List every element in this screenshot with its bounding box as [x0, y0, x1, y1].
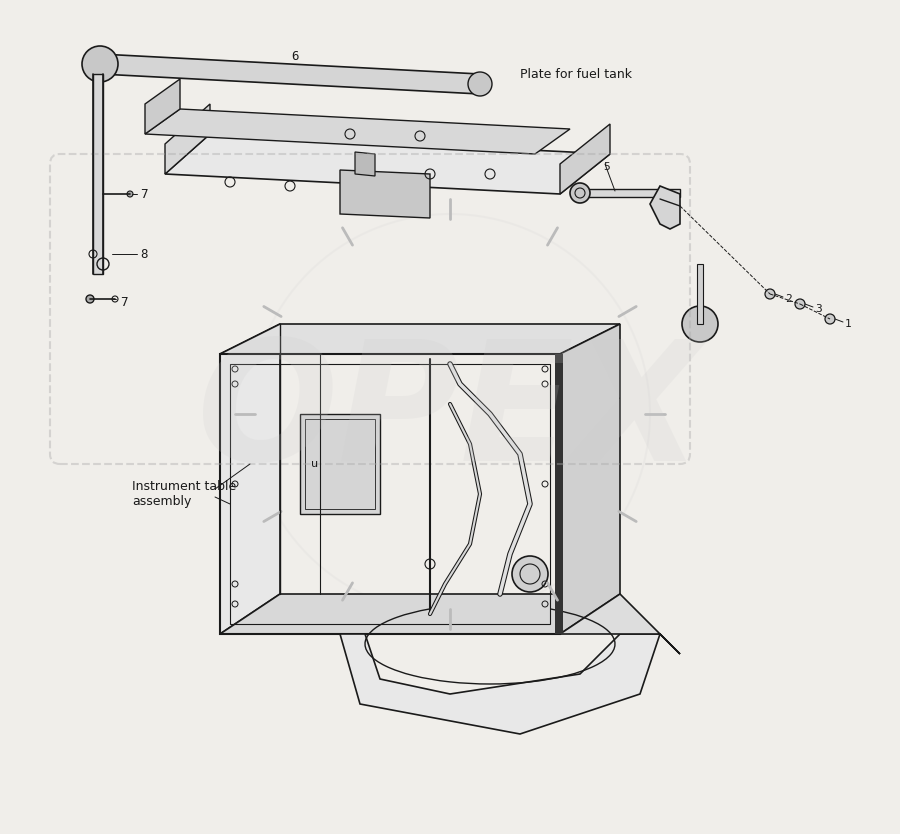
Bar — [555, 354, 563, 634]
Circle shape — [82, 46, 118, 82]
Polygon shape — [220, 324, 280, 634]
Circle shape — [795, 299, 805, 309]
Polygon shape — [165, 134, 610, 194]
Circle shape — [468, 72, 492, 96]
Circle shape — [86, 295, 94, 303]
Circle shape — [127, 191, 133, 197]
Text: 7: 7 — [140, 188, 148, 200]
Text: u: u — [311, 459, 319, 469]
Polygon shape — [340, 634, 660, 734]
Circle shape — [825, 314, 835, 324]
Polygon shape — [145, 109, 570, 154]
Text: Instrument table
assembly: Instrument table assembly — [132, 480, 236, 508]
Circle shape — [570, 183, 590, 203]
Bar — [697, 264, 703, 324]
Bar — [580, 189, 680, 197]
Polygon shape — [560, 594, 680, 654]
Text: 8: 8 — [140, 248, 148, 260]
Circle shape — [682, 306, 718, 342]
Polygon shape — [340, 170, 430, 218]
Bar — [93, 74, 103, 274]
Polygon shape — [355, 152, 375, 176]
Bar — [305, 419, 375, 509]
Polygon shape — [650, 186, 680, 229]
Text: 5: 5 — [604, 162, 610, 172]
Polygon shape — [220, 594, 620, 634]
Text: 6: 6 — [292, 49, 299, 63]
Polygon shape — [100, 54, 480, 94]
Circle shape — [512, 556, 548, 592]
Polygon shape — [145, 79, 180, 134]
Polygon shape — [220, 324, 620, 354]
Circle shape — [765, 289, 775, 299]
Bar — [300, 414, 380, 514]
Polygon shape — [560, 124, 610, 194]
Text: Plate for fuel tank: Plate for fuel tank — [520, 68, 632, 81]
Text: OPEX: OPEX — [197, 333, 703, 495]
Polygon shape — [560, 324, 620, 634]
Polygon shape — [165, 104, 210, 174]
Text: 1: 1 — [845, 319, 851, 329]
Text: 2: 2 — [785, 294, 792, 304]
Text: 7: 7 — [120, 295, 128, 309]
Text: 3: 3 — [815, 304, 822, 314]
